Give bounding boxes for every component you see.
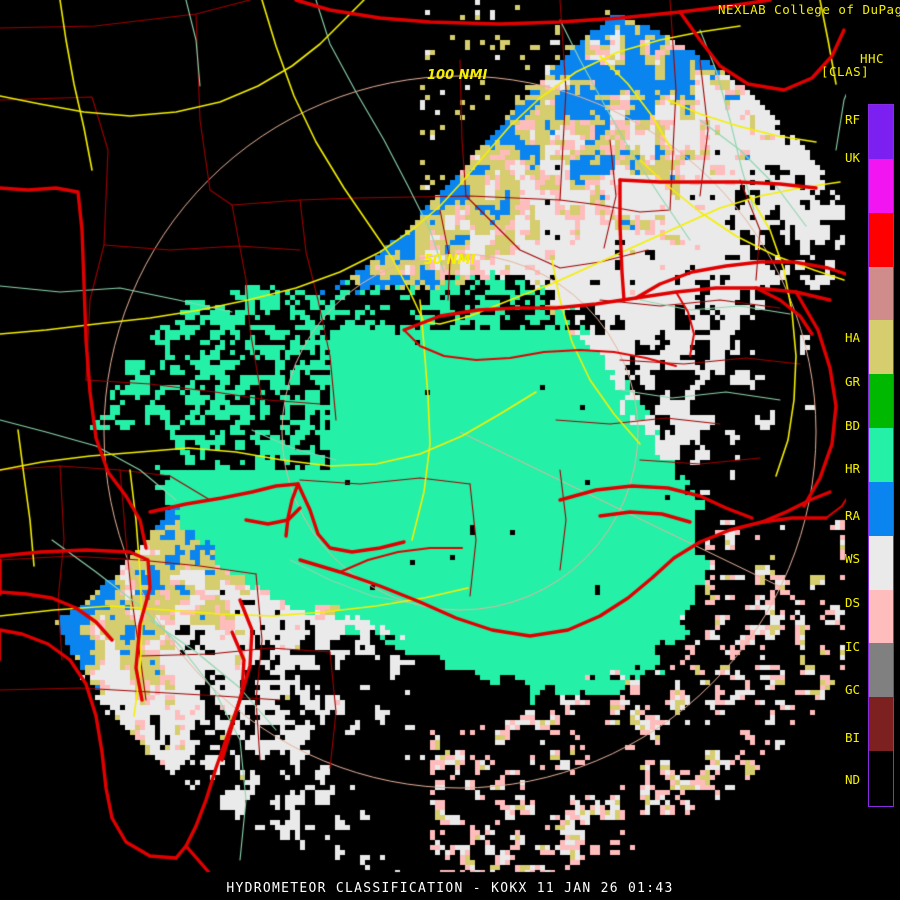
legend-swatch-gr[interactable] <box>869 266 893 321</box>
legend-label-gr: GR <box>844 374 860 389</box>
legend-swatch-ra[interactable] <box>869 428 893 482</box>
legend-swatch-rf[interactable] <box>869 105 893 159</box>
legend-label-ws: WS <box>844 551 860 566</box>
legend-swatch-ws[interactable] <box>869 481 893 536</box>
legend-colorbar[interactable] <box>868 104 894 807</box>
legend-label-ra: RA <box>844 508 860 523</box>
nexlab-credit-label: NEXLAB College of DuPage ⚑ <box>718 2 900 17</box>
legend-swatch-ic[interactable] <box>869 589 893 644</box>
legend-swatch-ds[interactable] <box>869 535 893 590</box>
range-ring-50nmi-label: 50 NMI <box>424 253 476 268</box>
legend-swatch-gc[interactable] <box>869 643 893 698</box>
legend-label-rf: RF <box>844 112 860 127</box>
range-ring-100nmi-label: 100 NMI <box>427 68 488 83</box>
legend-label-ic: IC <box>844 639 860 654</box>
legend-swatch-uk[interactable] <box>869 158 893 213</box>
legend-label-ha: HA <box>844 330 860 345</box>
legend-label-nd: ND <box>844 772 860 787</box>
legend-label-bi: BI <box>844 730 860 745</box>
legend-swatch-bd[interactable] <box>869 320 893 375</box>
legend-label-hr: HR <box>844 461 860 476</box>
product-mode-label: [CLAS] <box>821 64 870 79</box>
legend-swatch-bi[interactable] <box>869 697 893 752</box>
legend-swatch-ha[interactable] <box>869 212 893 267</box>
legend-label-uk: UK <box>844 150 860 165</box>
status-bar: HYDROMETEOR CLASSIFICATION - KOKX 11 JAN… <box>0 878 900 900</box>
product-code-label: HHC <box>860 51 885 66</box>
legend-swatch-hr[interactable] <box>869 374 893 429</box>
legend-label-bd: BD <box>844 418 860 433</box>
legend-label-ds: DS <box>844 595 860 610</box>
legend-swatch-nd[interactable] <box>869 751 893 805</box>
legend-label-gc: GC <box>844 682 860 697</box>
